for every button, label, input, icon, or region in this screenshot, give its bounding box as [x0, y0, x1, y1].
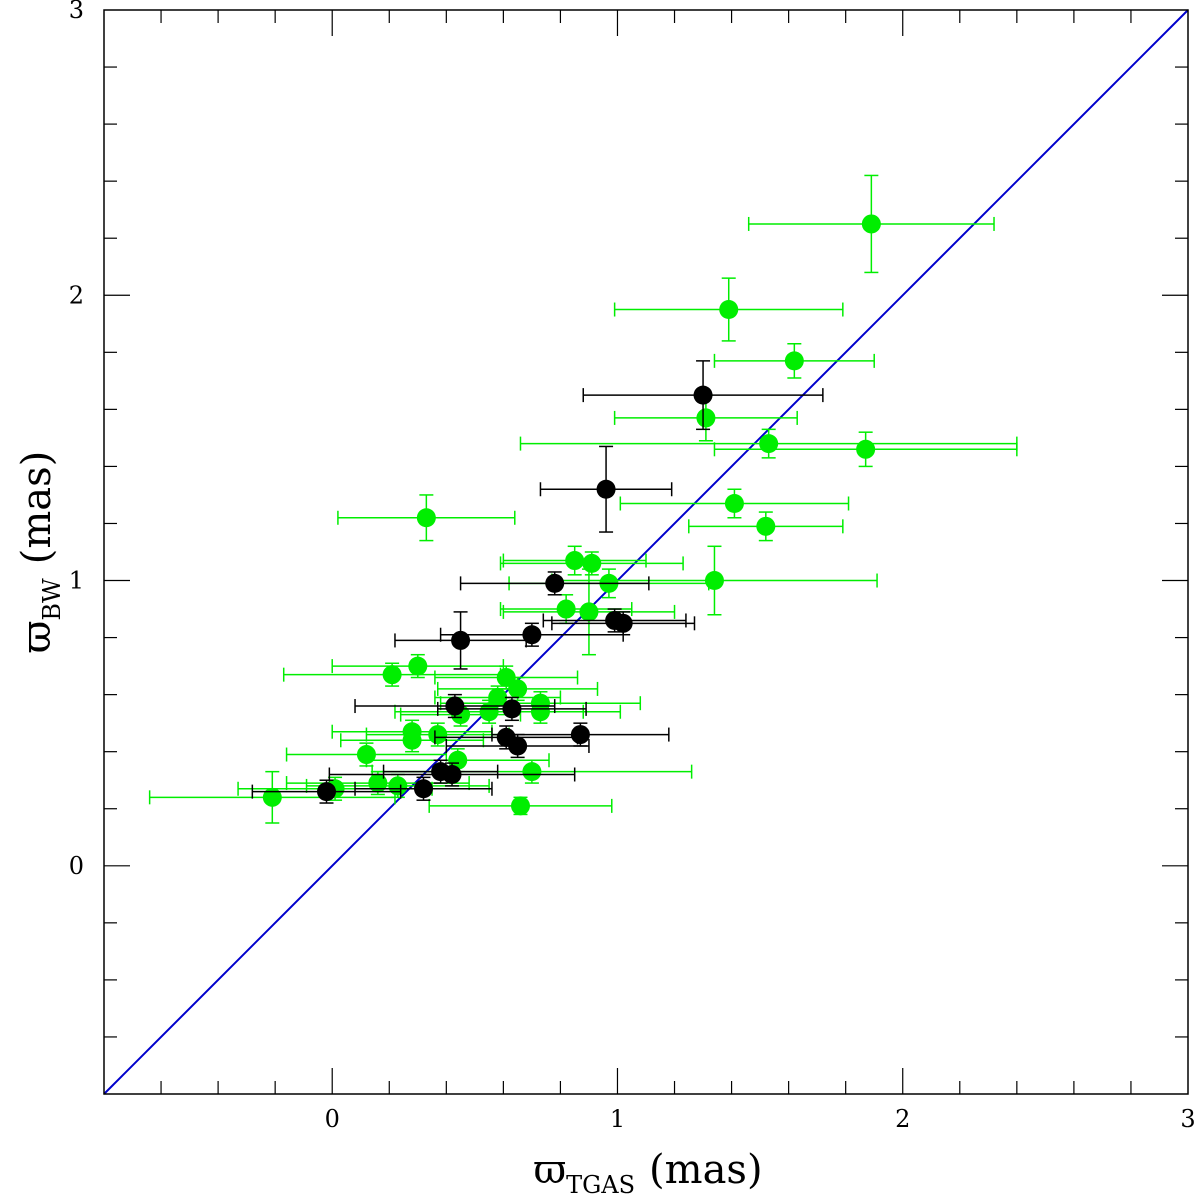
- data-point: [582, 553, 602, 573]
- data-point: [570, 725, 590, 745]
- y-tick-label: 1: [69, 567, 84, 595]
- data-point: [382, 665, 402, 685]
- data-point: [388, 776, 408, 796]
- y-axis-symbol: ϖ: [14, 621, 60, 654]
- axis-ticks: [104, 10, 1188, 1094]
- x-axis-title: ϖTGAS (mas): [533, 1147, 762, 1199]
- data-point: [861, 214, 881, 234]
- x-tick-label: 1: [610, 1105, 625, 1133]
- y-tick-label: 2: [69, 281, 84, 309]
- y-axis-title: ϖBW (mas): [14, 451, 66, 653]
- data-point: [693, 385, 713, 405]
- data-point: [262, 787, 282, 807]
- y-axis-unit: (mas): [14, 451, 60, 565]
- data-point: [704, 571, 724, 591]
- data-point: [784, 351, 804, 371]
- data-point: [428, 725, 448, 745]
- data-point: [522, 762, 542, 782]
- y-tick-label: 3: [69, 0, 84, 24]
- series-1: [251, 360, 824, 804]
- x-tick-label: 2: [895, 1105, 910, 1133]
- data-point: [545, 573, 565, 593]
- data-point: [413, 779, 433, 799]
- identity-line: [103, 9, 1189, 1095]
- series-layer: [148, 174, 1018, 824]
- data-point: [613, 613, 633, 633]
- data-point: [522, 625, 542, 645]
- data-point: [759, 434, 779, 454]
- data-point: [408, 656, 428, 676]
- data-point: [488, 687, 508, 707]
- data-point: [402, 730, 422, 750]
- y-tick-label: 0: [69, 852, 84, 880]
- data-point: [508, 679, 528, 699]
- data-point: [445, 696, 465, 716]
- data-point: [442, 765, 462, 785]
- data-point: [756, 516, 776, 536]
- data-point: [724, 494, 744, 514]
- y-axis-subscript: BW: [38, 578, 66, 621]
- data-point: [368, 773, 388, 793]
- plot-frame: [103, 9, 1189, 1095]
- data-point: [508, 736, 528, 756]
- data-point: [596, 479, 616, 499]
- data-point: [510, 796, 530, 816]
- x-axis-symbol: ϖ: [533, 1147, 566, 1193]
- x-tick-label: 0: [325, 1105, 340, 1133]
- data-point: [448, 750, 468, 770]
- data-point: [556, 599, 576, 619]
- tick-labels: 0 1 2 3 0 1 2 3: [69, 0, 1196, 1133]
- x-tick-label: 3: [1180, 1105, 1195, 1133]
- data-point: [565, 551, 585, 571]
- data-point: [856, 439, 876, 459]
- data-point: [502, 699, 522, 719]
- data-point: [579, 602, 599, 622]
- x-axis-unit: (mas): [649, 1147, 763, 1193]
- data-point: [479, 702, 499, 722]
- identity-line-group: [103, 9, 1189, 1095]
- data-point: [317, 782, 337, 802]
- data-point: [696, 408, 716, 428]
- data-point: [416, 508, 436, 528]
- data-point: [719, 300, 739, 320]
- data-point: [451, 630, 471, 650]
- x-axis-subscript: TGAS: [566, 1171, 635, 1199]
